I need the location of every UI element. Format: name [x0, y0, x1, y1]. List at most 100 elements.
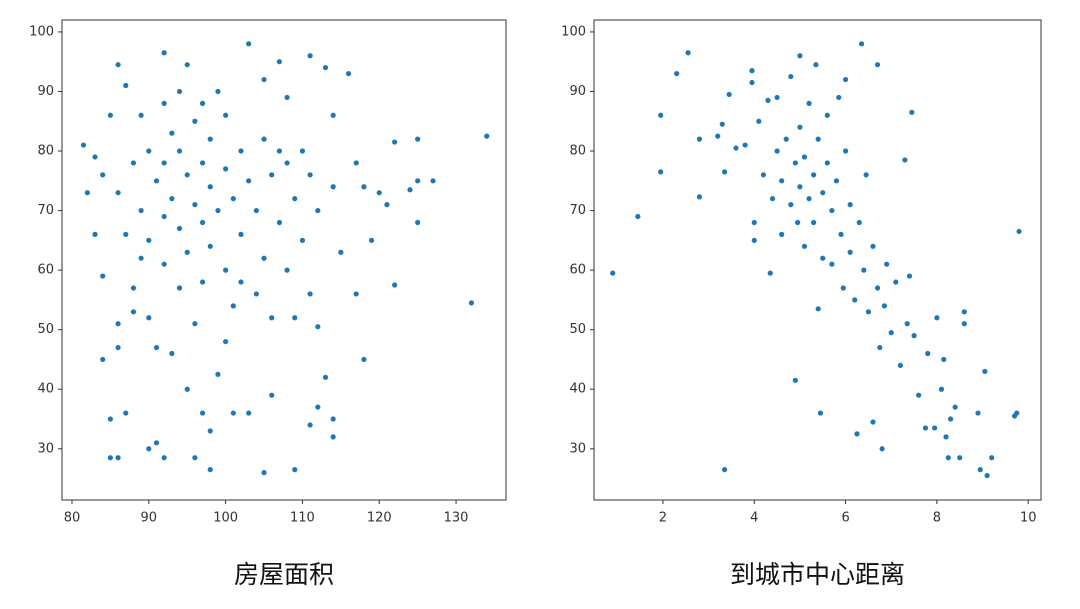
- point: [84, 190, 90, 196]
- point: [829, 261, 835, 267]
- point: [767, 270, 773, 276]
- point: [161, 261, 167, 267]
- y-tick-label: 70: [37, 203, 54, 218]
- point: [92, 154, 98, 160]
- point: [795, 219, 801, 226]
- point: [115, 190, 121, 196]
- point: [847, 249, 853, 255]
- y-tick-label: 60: [569, 263, 586, 278]
- point: [881, 303, 887, 309]
- point: [415, 178, 421, 184]
- point: [932, 425, 938, 431]
- point: [161, 100, 167, 106]
- point: [123, 410, 129, 416]
- point: [176, 148, 183, 154]
- point: [610, 270, 616, 276]
- point: [430, 178, 436, 184]
- point: [276, 148, 282, 154]
- point: [269, 172, 275, 178]
- point: [215, 371, 221, 377]
- point: [934, 315, 940, 321]
- point: [779, 231, 785, 237]
- point: [719, 121, 725, 127]
- point: [207, 428, 213, 434]
- point: [817, 410, 824, 416]
- point: [368, 237, 375, 243]
- point: [315, 207, 321, 214]
- point: [484, 133, 490, 139]
- point: [292, 196, 298, 202]
- point: [169, 196, 175, 202]
- point: [322, 374, 329, 380]
- point: [107, 455, 113, 461]
- point: [153, 440, 160, 446]
- point: [769, 196, 776, 202]
- point: [468, 300, 475, 306]
- point: [829, 207, 835, 214]
- point: [230, 410, 236, 416]
- point: [856, 219, 862, 226]
- plot-frame: [593, 19, 1042, 501]
- point: [207, 467, 213, 473]
- point: [749, 68, 755, 74]
- point: [815, 306, 821, 312]
- point: [870, 243, 876, 249]
- point: [989, 455, 995, 461]
- point: [230, 196, 236, 202]
- point: [269, 392, 275, 398]
- point: [307, 53, 313, 59]
- point: [115, 62, 121, 68]
- point: [261, 470, 267, 476]
- point: [207, 243, 213, 249]
- point: [207, 184, 213, 190]
- point: [961, 309, 967, 315]
- point: [879, 446, 885, 452]
- point: [161, 455, 167, 461]
- point: [733, 145, 739, 151]
- point: [215, 207, 221, 214]
- point: [696, 194, 703, 200]
- point: [199, 410, 206, 416]
- point: [635, 213, 641, 220]
- point: [815, 136, 821, 142]
- point: [315, 404, 321, 410]
- point: [192, 118, 198, 124]
- point: [952, 404, 958, 410]
- point: [756, 118, 762, 124]
- point: [947, 416, 954, 422]
- point: [801, 154, 808, 160]
- point: [897, 362, 903, 369]
- y-tick-label: 40: [569, 382, 586, 397]
- point: [751, 237, 757, 243]
- point: [904, 321, 910, 327]
- x-tick-label: 10: [1020, 511, 1037, 526]
- point: [161, 213, 167, 220]
- point: [715, 133, 721, 139]
- point: [982, 368, 988, 374]
- point: [811, 219, 817, 226]
- point: [161, 160, 167, 166]
- point: [865, 309, 872, 315]
- point: [749, 79, 755, 86]
- y-tick-label: 70: [569, 203, 586, 218]
- point: [307, 291, 313, 297]
- point: [115, 455, 121, 461]
- point: [307, 422, 313, 428]
- point: [92, 231, 98, 237]
- point: [861, 267, 867, 273]
- point: [941, 356, 947, 363]
- point: [284, 267, 290, 273]
- point: [961, 321, 967, 327]
- point: [330, 184, 336, 190]
- point: [742, 142, 748, 148]
- point: [945, 455, 951, 461]
- point: [957, 455, 963, 461]
- x-tick-label: 2: [659, 511, 667, 526]
- point: [199, 160, 206, 166]
- x-tick-label: 120: [367, 511, 392, 526]
- point: [415, 136, 421, 142]
- point: [658, 112, 664, 118]
- y-tick-label: 90: [569, 84, 586, 99]
